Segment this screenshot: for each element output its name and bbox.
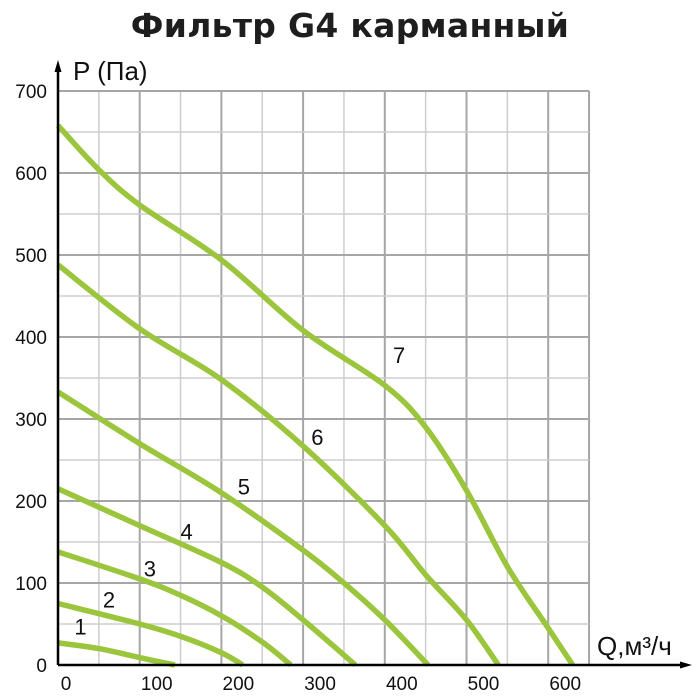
curves: [55, 123, 576, 668]
curve-4: [56, 486, 358, 668]
y-tick-label: 300: [15, 410, 47, 431]
y-tick-label: 200: [15, 492, 47, 513]
y-tick-label: 500: [15, 246, 47, 267]
y-tick-label: 0: [36, 656, 47, 677]
curve-6: [56, 262, 501, 667]
y-tick-label: 600: [15, 164, 47, 185]
x-tick-label: 400: [386, 674, 418, 695]
curve-2: [57, 600, 245, 668]
x-axis-title: Q,м³/ч: [597, 631, 672, 661]
curve-label-1: 1: [74, 615, 86, 640]
curve-3: [57, 549, 293, 668]
curve-label-7: 7: [393, 343, 405, 368]
y-tick-label: 700: [15, 82, 47, 103]
x-tick-label: 100: [141, 674, 173, 695]
curve-label-4: 4: [181, 520, 193, 545]
axes: [54, 60, 692, 669]
curve-label-5: 5: [238, 474, 250, 499]
x-tick-label: 0: [61, 674, 72, 695]
chart-title: Фильтр G4 карманный: [130, 6, 570, 45]
x-tick-label: 300: [304, 674, 336, 695]
y-axis-title: P (Па): [73, 56, 148, 86]
x-tick-label: 200: [223, 674, 255, 695]
x-tick-label: 500: [468, 674, 500, 695]
curve-label-2: 2: [103, 588, 115, 613]
x-tick-label: 600: [549, 674, 581, 695]
y-tick-label: 100: [15, 574, 47, 595]
curve-7: [55, 123, 576, 667]
curve-5: [56, 389, 431, 667]
x-axis-arrow-icon: [680, 661, 692, 669]
curve-label-6: 6: [311, 425, 323, 450]
curve-label-3: 3: [144, 556, 156, 581]
y-tick-label: 400: [15, 328, 47, 349]
y-axis-arrow-icon: [54, 60, 62, 72]
curve-1: [57, 640, 176, 668]
